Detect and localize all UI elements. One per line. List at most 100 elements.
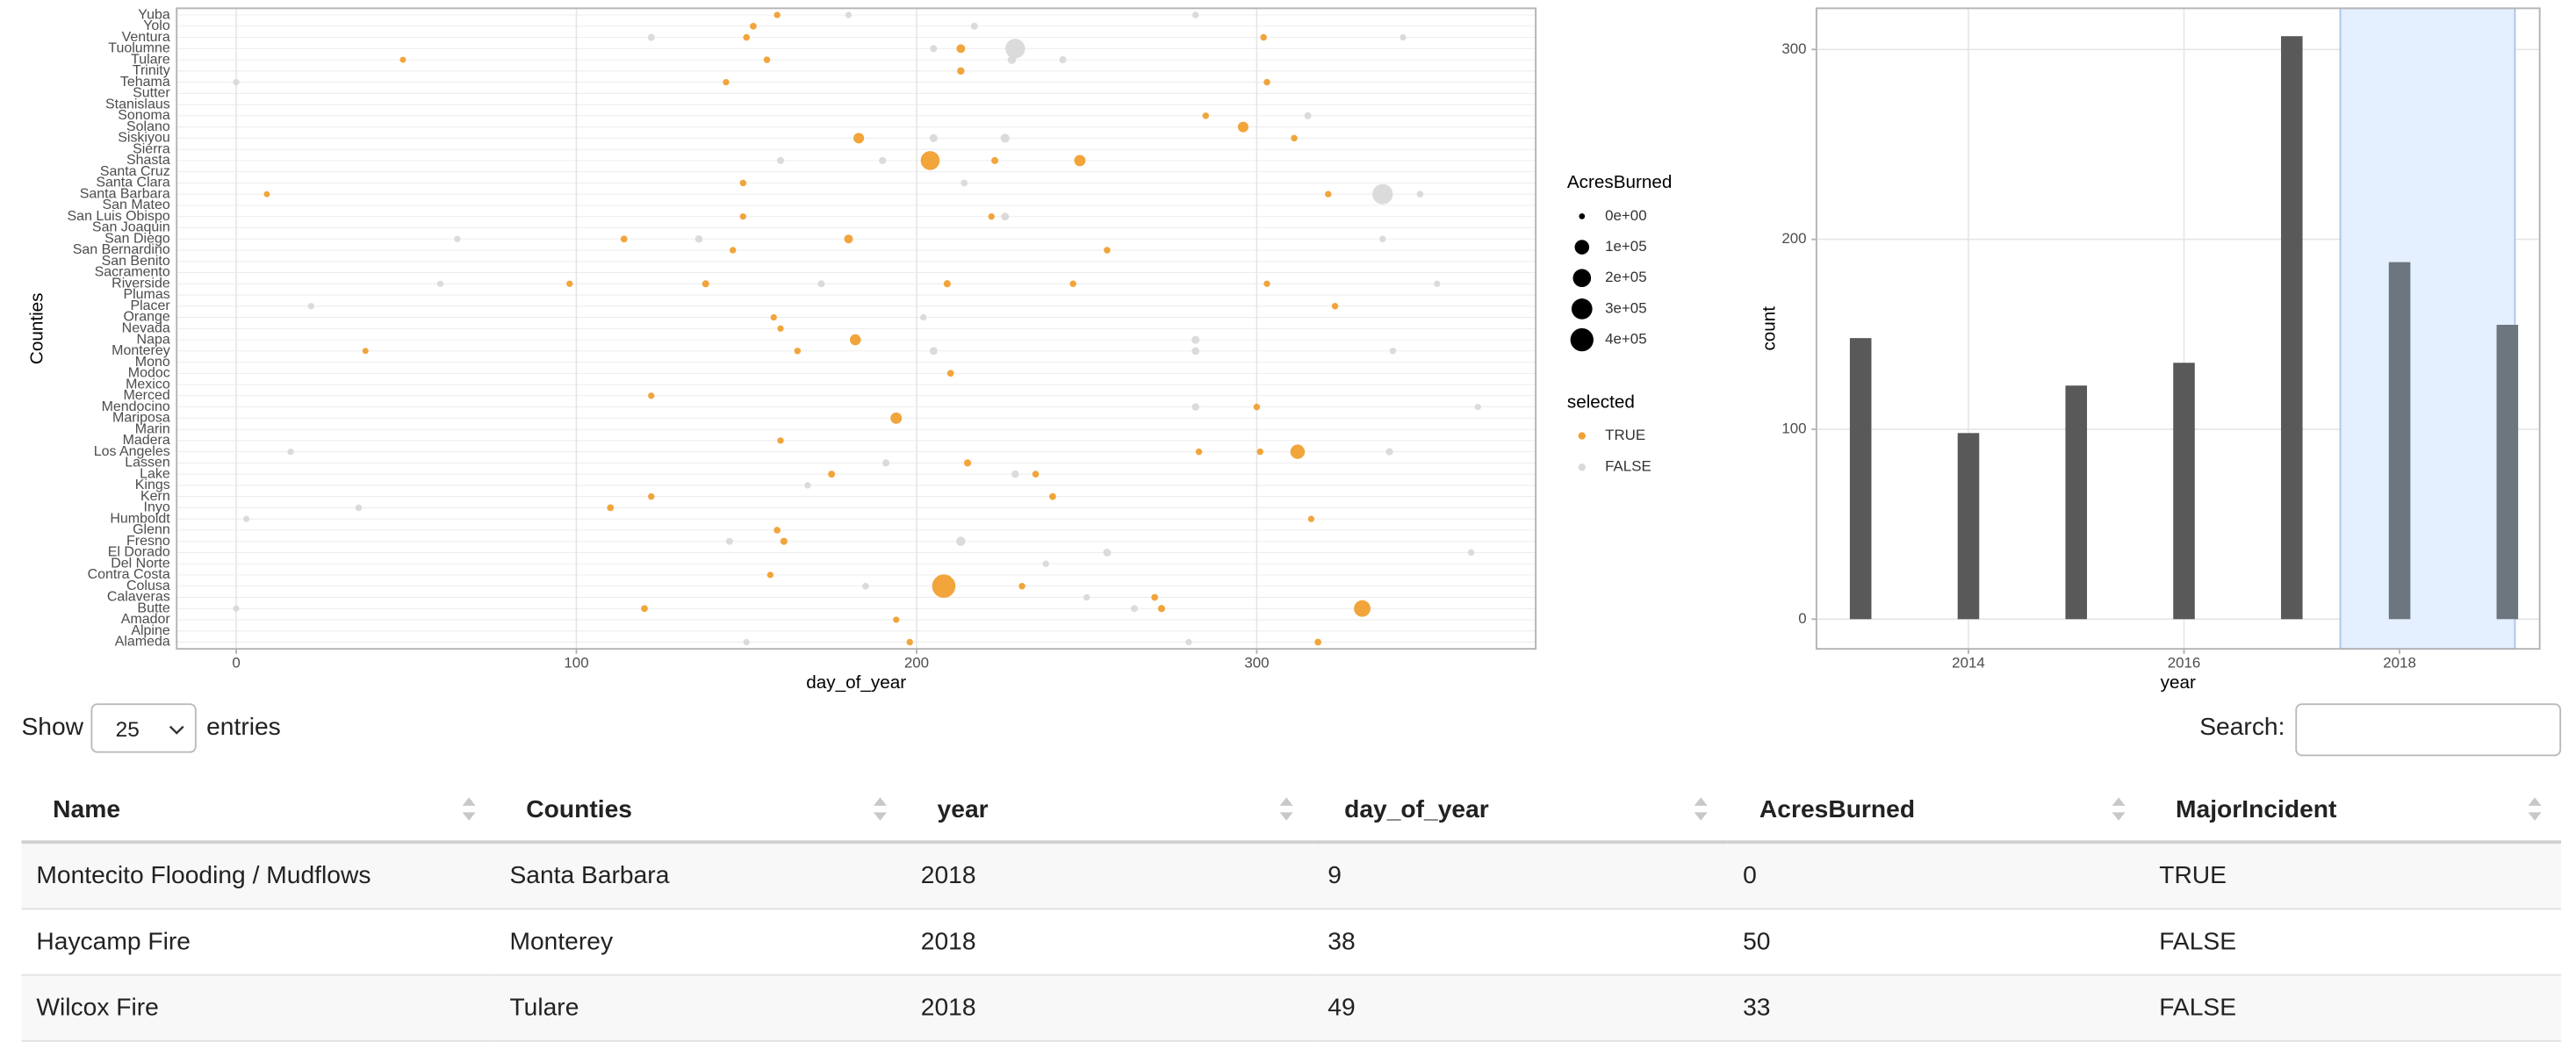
y-tick-label: Orange: [123, 310, 169, 325]
point: [1389, 348, 1397, 355]
y-tick-label: San Bernardino: [73, 242, 170, 257]
column-header[interactable]: MajorIncident: [2144, 777, 2562, 844]
table-cell: Haycamp Fire: [21, 909, 495, 976]
search-input[interactable]: [2295, 703, 2562, 757]
point: [777, 156, 784, 164]
data-table: Name Counties year day_of_year AcresBurned Ma…: [21, 777, 2562, 1042]
point: [844, 234, 853, 244]
column-title: MajorIncident: [2176, 794, 2337, 823]
column-header[interactable]: AcresBurned: [1728, 777, 2145, 844]
table-cell: FALSE: [2144, 974, 2562, 1042]
legend-size-key: [1572, 269, 1592, 288]
table-row[interactable]: Haycamp Fire Monterey 2018 38 50 FALSE: [21, 909, 2562, 976]
point: [853, 133, 865, 144]
point: [1331, 303, 1339, 310]
y-tick-label: Santa Barbara: [80, 186, 170, 201]
column-header[interactable]: Counties: [494, 777, 906, 844]
point: [849, 334, 861, 346]
y-tick-label: Nevada: [122, 320, 170, 335]
column-header[interactable]: Name: [21, 777, 495, 844]
legend-label: 0e+00: [1605, 207, 1646, 224]
table-row[interactable]: Wilcox Fire Tulare 2018 49 33 FALSE: [21, 974, 2562, 1042]
y-tick-label: Sierra: [133, 141, 170, 156]
point: [804, 482, 811, 489]
point: [647, 33, 655, 41]
point: [1263, 280, 1270, 287]
y-tick-label: Humboldt: [110, 511, 170, 526]
point: [1354, 600, 1371, 617]
point: [956, 536, 966, 546]
sort-icon: [2528, 797, 2542, 821]
table-cell: Montecito Flooding / Mudflows: [21, 842, 495, 910]
point: [1237, 121, 1248, 133]
x-tick-label: 0: [232, 655, 240, 672]
column-header[interactable]: year: [905, 777, 1313, 844]
point: [780, 537, 788, 545]
point: [1474, 403, 1481, 411]
y-tick-label: Alpine: [131, 623, 170, 638]
y-tick-label: Yolo: [143, 18, 170, 33]
table-cell: 9: [1313, 842, 1729, 910]
y-tick-label: Calaveras: [107, 590, 170, 605]
legend-size-key: [1579, 212, 1586, 219]
point: [1069, 280, 1076, 287]
point: [763, 56, 771, 63]
legend-size-key: [1574, 240, 1590, 255]
x-tick-label: 200: [904, 655, 929, 672]
point: [1290, 444, 1306, 459]
bar: [1957, 433, 1980, 620]
x-tick-label: 100: [564, 655, 588, 672]
point: [893, 616, 900, 623]
y-tick-label: Mendocino: [102, 399, 170, 414]
y-tick-label: Lassen: [125, 456, 170, 471]
point: [932, 574, 956, 598]
point: [774, 11, 781, 18]
point: [1467, 549, 1475, 557]
y-tick-label: Tuolumne: [108, 41, 170, 56]
table-cell: 2018: [905, 842, 1313, 910]
y-tick-label: Madera: [123, 433, 170, 448]
sort-icon: [2111, 797, 2125, 821]
x-tick-label: 2018: [2383, 655, 2416, 672]
x-tick-label: 2016: [2168, 655, 2201, 672]
point: [845, 11, 853, 18]
point: [1074, 155, 1086, 167]
legend-label: TRUE: [1605, 427, 1645, 443]
point: [957, 67, 965, 75]
length-select[interactable]: 25: [90, 703, 197, 753]
bar: [2281, 36, 2303, 620]
point: [263, 190, 270, 198]
y-tick-label: Yuba: [138, 7, 170, 22]
column-header[interactable]: day_of_year: [1313, 777, 1729, 844]
y-tick-label: Inyo: [144, 500, 170, 515]
legend-title: selected: [1567, 392, 1635, 412]
y-tick-label: Stanislaus: [105, 97, 170, 111]
sort-icon: [461, 797, 475, 821]
legend-size-key: [1571, 298, 1593, 320]
point: [861, 582, 869, 590]
y-tick-label: Ventura: [122, 30, 170, 45]
y-tick-label: Kern: [140, 489, 170, 504]
y-tick-label: Tulare: [131, 52, 170, 67]
point: [233, 605, 240, 612]
column-title: Counties: [526, 794, 632, 823]
y-tick-label: Siskiyou: [118, 131, 169, 146]
table-row[interactable]: Montecito Flooding / Mudflows Santa Barba…: [21, 842, 2562, 910]
chevron: [169, 725, 184, 735]
y-tick-label: Lake: [140, 466, 170, 481]
point: [828, 471, 836, 478]
y-tick-label: Merced: [123, 388, 169, 403]
point: [566, 280, 573, 287]
point: [739, 213, 747, 220]
point: [1434, 280, 1441, 287]
point: [920, 313, 927, 321]
x-axis-title: day_of_year: [806, 672, 906, 693]
point: [956, 44, 966, 54]
point: [890, 412, 903, 424]
point: [1103, 548, 1112, 557]
y-tick-label: Mono: [135, 355, 170, 370]
point: [607, 504, 615, 512]
point: [1083, 593, 1090, 601]
y-tick-label: Tehama: [120, 75, 170, 90]
